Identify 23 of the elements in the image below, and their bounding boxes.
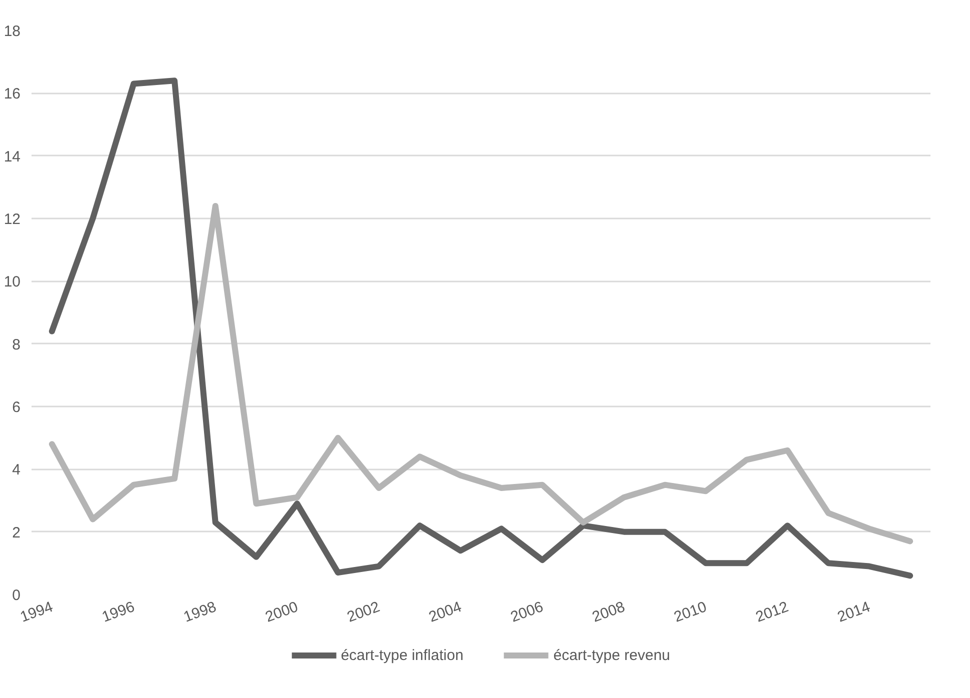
x-tick-label: 2002	[344, 598, 382, 626]
x-tick-label: 2000	[263, 598, 300, 626]
y-tick-label: 10	[4, 274, 21, 291]
y-tick-label: 16	[4, 86, 21, 103]
y-tick-label: 2	[12, 524, 20, 542]
y-tick-label: 14	[4, 148, 21, 166]
y-tick-label: 0	[12, 587, 20, 604]
y-tick-label: 6	[12, 399, 20, 416]
y-tick-label: 4	[12, 462, 20, 479]
y-tick-label: 12	[4, 211, 21, 228]
x-tick-label: 2006	[508, 598, 546, 626]
x-tick-label: 1994	[18, 598, 56, 626]
y-tick-label: 8	[12, 336, 20, 354]
y-tick-label: 18	[4, 23, 21, 40]
x-tick-label: 1996	[100, 598, 137, 626]
legend-label: écart-type revenu	[553, 646, 670, 664]
x-tick-label: 2010	[672, 598, 710, 626]
x-tick-label: 2014	[835, 598, 872, 626]
x-tick-label: 2008	[590, 598, 628, 626]
x-tick-label: 2004	[426, 598, 464, 626]
x-tick-label: 1998	[181, 598, 219, 626]
x-tick-label: 2012	[754, 598, 791, 626]
legend-label: écart-type inflation	[340, 646, 464, 664]
